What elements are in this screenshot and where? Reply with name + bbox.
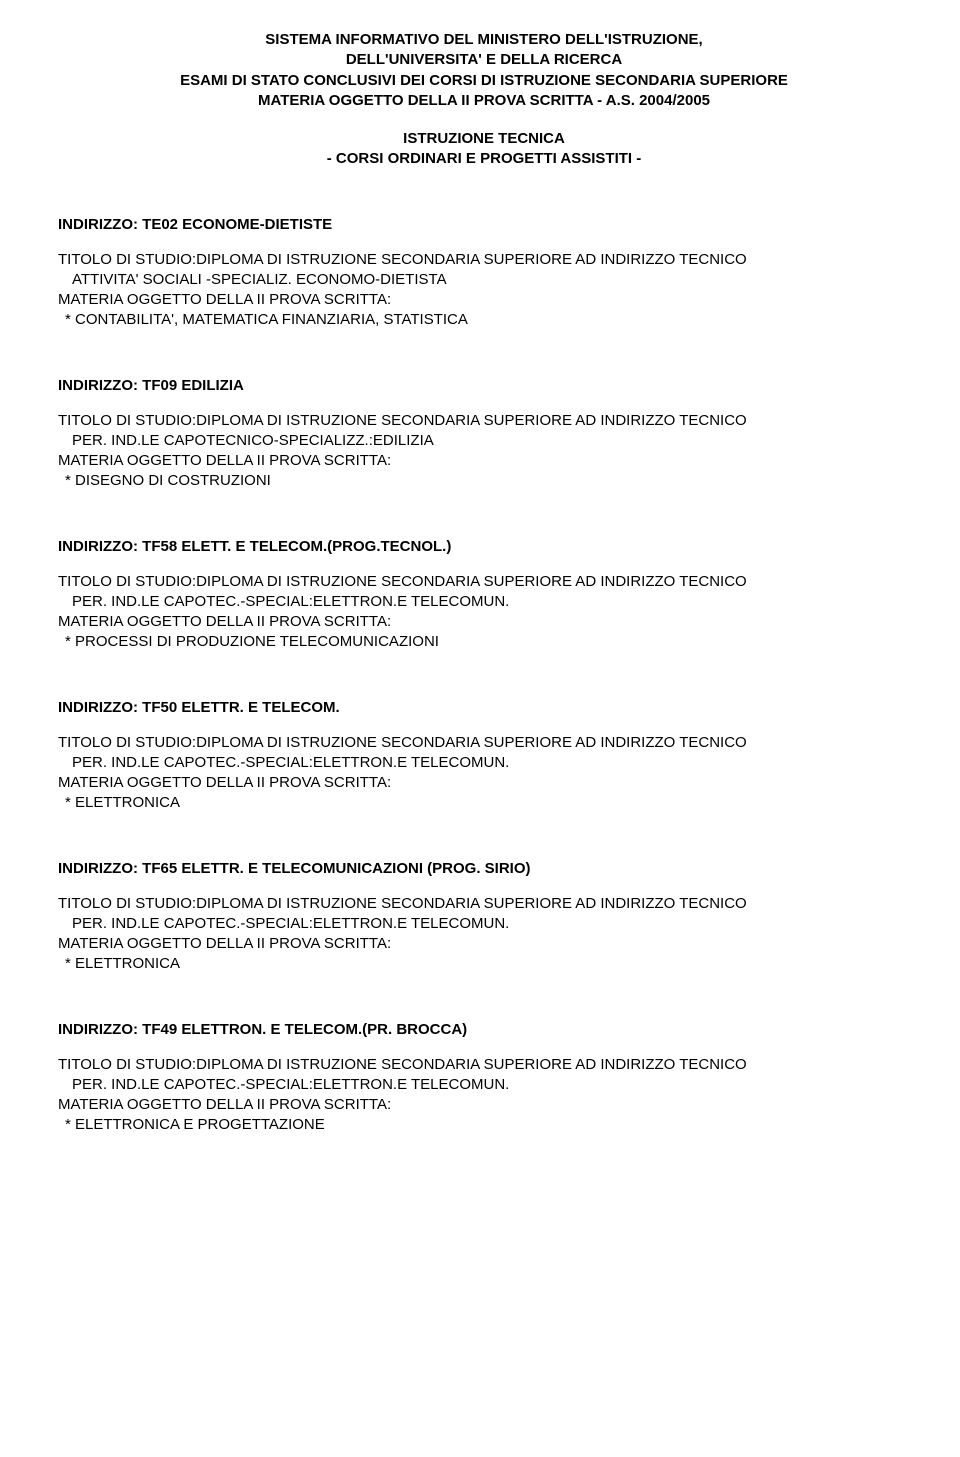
indirizzo-heading: INDIRIZZO: TF65 ELETTR. E TELECOMUNICAZI… [58, 860, 910, 877]
entry-block: INDIRIZZO: TF49 ELETTRON. E TELECOM.(PR.… [58, 1021, 910, 1136]
indirizzo-heading: INDIRIZZO: TF09 EDILIZIA [58, 377, 910, 394]
titolo-line-1: TITOLO DI STUDIO:DIPLOMA DI ISTRUZIONE S… [58, 411, 910, 431]
titolo-line-2: PER. IND.LE CAPOTEC.-SPECIAL:ELETTRON.E … [58, 914, 910, 934]
materia-item: * CONTABILITA', MATEMATICA FINANZIARIA, … [58, 310, 910, 330]
materia-item: * DISEGNO DI COSTRUZIONI [58, 471, 910, 491]
materia-item: * ELETTRONICA [58, 954, 910, 974]
titolo-line-2: PER. IND.LE CAPOTECNICO-SPECIALIZZ.:EDIL… [58, 431, 910, 451]
titolo-line-1: TITOLO DI STUDIO:DIPLOMA DI ISTRUZIONE S… [58, 572, 910, 592]
materia-item: * ELETTRONICA E PROGETTAZIONE [58, 1115, 910, 1135]
subheader-line-1: ISTRUZIONE TECNICA [58, 129, 910, 149]
document-subheader: ISTRUZIONE TECNICA - CORSI ORDINARI E PR… [58, 129, 910, 170]
materia-label: MATERIA OGGETTO DELLA II PROVA SCRITTA: [58, 773, 910, 793]
subheader-line-2: - CORSI ORDINARI E PROGETTI ASSISTITI - [58, 149, 910, 169]
materia-item: * PROCESSI DI PRODUZIONE TELECOMUNICAZIO… [58, 632, 910, 652]
titolo-line-2: ATTIVITA' SOCIALI -SPECIALIZ. ECONOMO-DI… [58, 270, 910, 290]
materia-label: MATERIA OGGETTO DELLA II PROVA SCRITTA: [58, 451, 910, 471]
entry-block: INDIRIZZO: TF50 ELETTR. E TELECOM. TITOL… [58, 699, 910, 814]
titolo-line-2: PER. IND.LE CAPOTEC.-SPECIAL:ELETTRON.E … [58, 592, 910, 612]
indirizzo-heading: INDIRIZZO: TE02 ECONOME-DIETISTE [58, 216, 910, 233]
titolo-line-2: PER. IND.LE CAPOTEC.-SPECIAL:ELETTRON.E … [58, 753, 910, 773]
titolo-line-2: PER. IND.LE CAPOTEC.-SPECIAL:ELETTRON.E … [58, 1075, 910, 1095]
titolo-line-1: TITOLO DI STUDIO:DIPLOMA DI ISTRUZIONE S… [58, 733, 910, 753]
document-header: SISTEMA INFORMATIVO DEL MINISTERO DELL'I… [58, 30, 910, 111]
header-line-1: SISTEMA INFORMATIVO DEL MINISTERO DELL'I… [58, 30, 910, 50]
header-line-3: ESAMI DI STATO CONCLUSIVI DEI CORSI DI I… [58, 71, 910, 91]
indirizzo-heading: INDIRIZZO: TF50 ELETTR. E TELECOM. [58, 699, 910, 716]
header-line-2: DELL'UNIVERSITA' E DELLA RICERCA [58, 50, 910, 70]
materia-label: MATERIA OGGETTO DELLA II PROVA SCRITTA: [58, 612, 910, 632]
indirizzo-heading: INDIRIZZO: TF49 ELETTRON. E TELECOM.(PR.… [58, 1021, 910, 1038]
materia-label: MATERIA OGGETTO DELLA II PROVA SCRITTA: [58, 934, 910, 954]
entry-block: INDIRIZZO: TF65 ELETTR. E TELECOMUNICAZI… [58, 860, 910, 975]
entry-block: INDIRIZZO: TE02 ECONOME-DIETISTE TITOLO … [58, 216, 910, 331]
entry-block: INDIRIZZO: TF58 ELETT. E TELECOM.(PROG.T… [58, 538, 910, 653]
titolo-line-1: TITOLO DI STUDIO:DIPLOMA DI ISTRUZIONE S… [58, 250, 910, 270]
titolo-line-1: TITOLO DI STUDIO:DIPLOMA DI ISTRUZIONE S… [58, 1055, 910, 1075]
entry-block: INDIRIZZO: TF09 EDILIZIA TITOLO DI STUDI… [58, 377, 910, 492]
materia-label: MATERIA OGGETTO DELLA II PROVA SCRITTA: [58, 290, 910, 310]
titolo-line-1: TITOLO DI STUDIO:DIPLOMA DI ISTRUZIONE S… [58, 894, 910, 914]
header-line-4: MATERIA OGGETTO DELLA II PROVA SCRITTA -… [58, 91, 910, 111]
indirizzo-heading: INDIRIZZO: TF58 ELETT. E TELECOM.(PROG.T… [58, 538, 910, 555]
materia-label: MATERIA OGGETTO DELLA II PROVA SCRITTA: [58, 1095, 910, 1115]
materia-item: * ELETTRONICA [58, 793, 910, 813]
